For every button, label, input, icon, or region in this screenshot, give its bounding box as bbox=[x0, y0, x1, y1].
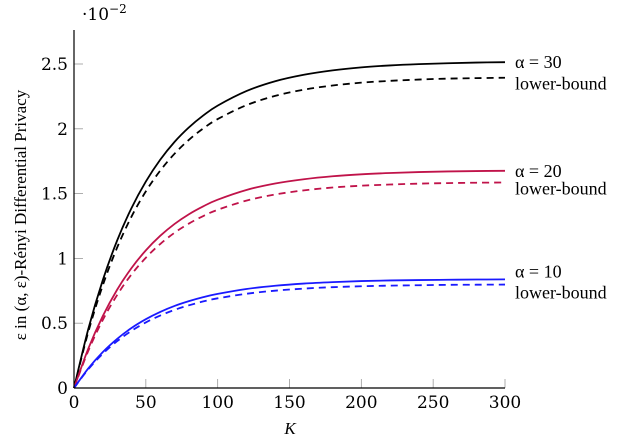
x-tick-label: 0 bbox=[69, 393, 80, 413]
x-tick-label: 100 bbox=[201, 393, 233, 413]
series-label: α = 20 bbox=[515, 161, 562, 181]
axis-ticks: 0 50 100 150 200 250 300 0 0.5 1 1.5 2 2.5 bbox=[41, 55, 521, 413]
y-scale-multiplier: ·10−2 bbox=[82, 2, 127, 25]
lower-bound-line bbox=[73, 76, 506, 389]
y-tick-label: 2.5 bbox=[41, 55, 68, 75]
x-axis-title: K bbox=[283, 419, 297, 438]
series-label: lower-bound bbox=[515, 283, 607, 303]
x-tick-label: 300 bbox=[489, 393, 521, 413]
lower-bound-line bbox=[73, 181, 506, 389]
series-label: lower-bound bbox=[515, 178, 607, 198]
series-lines bbox=[73, 61, 506, 389]
x-tick-label: 250 bbox=[417, 393, 449, 413]
alpha-line bbox=[73, 278, 506, 389]
y-tick-label: 1.5 bbox=[41, 185, 68, 205]
lower-bound-line bbox=[73, 283, 506, 389]
x-tick-label: 150 bbox=[273, 393, 305, 413]
y-axis-title: ε in (α, ε)-Rényi Differential Privacy bbox=[11, 89, 30, 340]
series-label: α = 10 bbox=[515, 261, 562, 281]
x-tick-label: 50 bbox=[135, 393, 157, 413]
y-tick-label: 1 bbox=[57, 249, 68, 269]
y-tick-label: 0.5 bbox=[41, 314, 68, 334]
y-tick-label: 2 bbox=[57, 120, 68, 140]
alpha-line bbox=[73, 61, 506, 389]
alpha-line bbox=[73, 169, 506, 389]
x-tick-label: 200 bbox=[345, 393, 377, 413]
series-label: lower-bound bbox=[515, 74, 607, 94]
series-label: α = 30 bbox=[515, 52, 562, 72]
y-tick-label: 0 bbox=[57, 379, 68, 399]
